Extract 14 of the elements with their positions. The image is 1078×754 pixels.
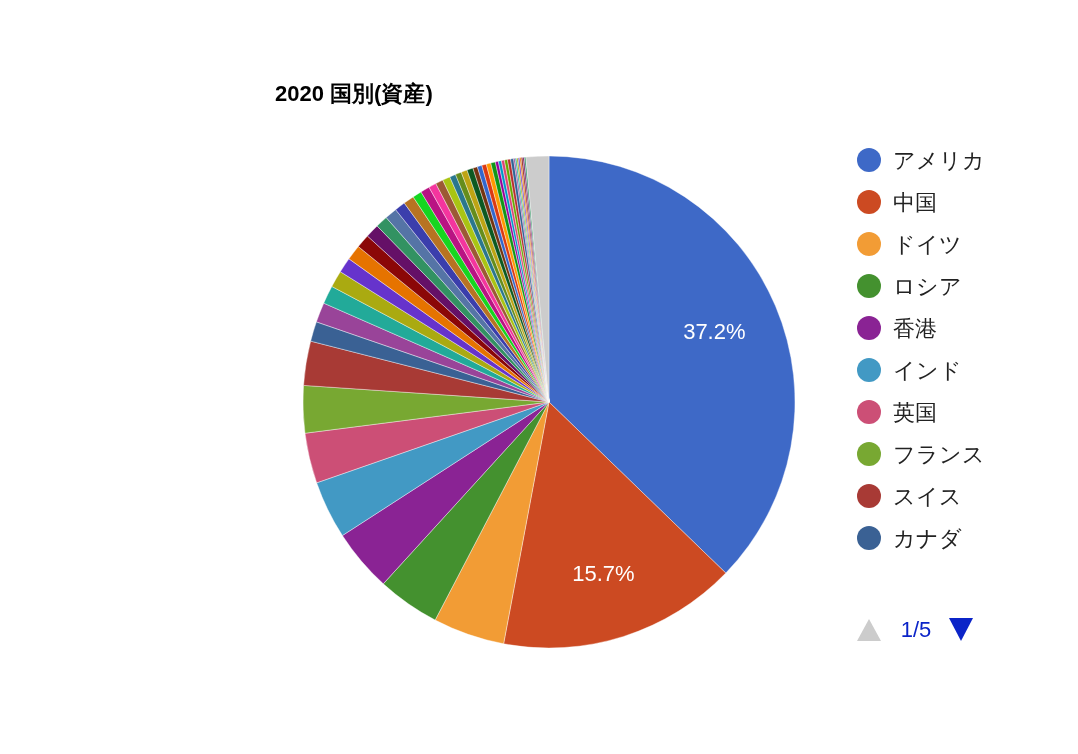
legend-label: 英国	[893, 399, 937, 425]
legend-label: ドイツ	[893, 231, 962, 257]
legend-label: カナダ	[893, 525, 962, 551]
data-label: 15.7%	[572, 560, 635, 586]
legend-label: インド	[893, 357, 962, 383]
legend-label: スイス	[893, 483, 962, 509]
legend-label: 香港	[893, 315, 937, 341]
data-label: 37.2%	[683, 319, 746, 345]
text: 1/5	[900, 616, 932, 642]
legend-label: ロシア	[893, 273, 962, 299]
chart-title: 2020 国別(資産)	[275, 80, 433, 106]
legend-label: アメリカ	[893, 147, 985, 173]
legend-label: フランス	[893, 441, 985, 467]
legend-label: 中国	[893, 189, 937, 215]
